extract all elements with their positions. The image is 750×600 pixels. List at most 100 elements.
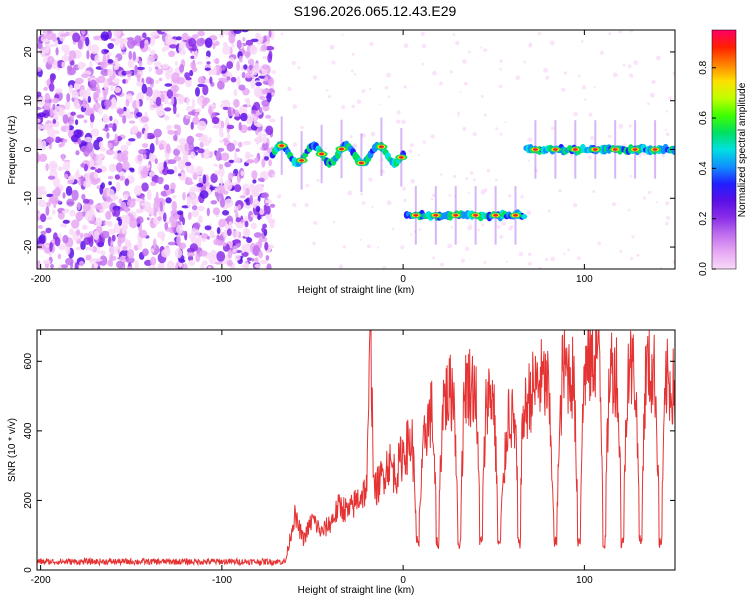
noise-cell xyxy=(269,118,276,123)
noise-cell xyxy=(148,66,152,72)
noise-cell xyxy=(107,142,113,149)
noise-cell xyxy=(45,136,54,144)
track-cell xyxy=(319,152,325,156)
noise-cell xyxy=(263,204,268,211)
noise-cell xyxy=(232,239,241,244)
noise-cell xyxy=(469,223,472,226)
noise-cell xyxy=(212,42,216,50)
noise-cell xyxy=(262,223,267,229)
noise-cell xyxy=(96,249,101,254)
noise-cell xyxy=(563,71,568,75)
noise-cell xyxy=(45,43,50,54)
noise-cell xyxy=(220,177,224,186)
track-cell xyxy=(358,161,364,165)
noise-cell xyxy=(83,119,88,124)
noise-cell xyxy=(439,262,445,267)
noise-cell xyxy=(107,175,114,180)
noise-cell xyxy=(199,190,209,199)
noise-cell xyxy=(176,224,184,234)
noise-cell xyxy=(136,208,142,213)
noise-cell xyxy=(255,183,263,191)
noise-cell xyxy=(130,111,134,115)
noise-cell xyxy=(157,176,164,185)
noise-cell xyxy=(167,125,172,130)
noise-cell xyxy=(618,123,624,129)
noise-cell xyxy=(622,63,626,67)
noise-cell xyxy=(190,210,200,218)
noise-cell xyxy=(114,57,119,67)
noise-cell xyxy=(113,208,121,218)
colorbar-tick-label: 0.8 xyxy=(698,60,709,74)
noise-cell xyxy=(41,140,47,150)
noise-cell xyxy=(246,154,255,158)
noise-cell xyxy=(94,54,100,64)
noise-cell xyxy=(142,143,149,148)
noise-cell xyxy=(185,181,194,185)
noise-cell xyxy=(239,195,246,199)
noise-cell xyxy=(588,112,593,117)
noise-cell xyxy=(527,252,532,257)
noise-cell xyxy=(41,35,47,39)
noise-cell xyxy=(127,37,134,41)
noise-cell xyxy=(649,92,655,98)
noise-cell xyxy=(119,255,128,264)
noise-cell xyxy=(38,234,46,245)
noise-cell xyxy=(96,97,105,101)
noise-cell xyxy=(204,37,213,48)
noise-cell xyxy=(106,132,110,139)
noise-cell xyxy=(297,66,301,70)
noise-cell xyxy=(157,164,164,171)
noise-cell xyxy=(417,154,420,157)
noise-cell xyxy=(81,73,90,78)
noise-cell xyxy=(115,181,121,192)
noise-cell xyxy=(82,97,87,109)
snr-series-line xyxy=(37,330,675,567)
noise-cell xyxy=(242,186,246,197)
track-cell xyxy=(378,145,384,148)
noise-cell xyxy=(178,43,185,55)
noise-cell xyxy=(189,69,194,77)
noise-cell xyxy=(483,48,488,52)
noise-cell xyxy=(244,50,251,59)
noise-cell xyxy=(81,193,86,200)
noise-cell xyxy=(439,173,443,176)
noise-cell xyxy=(150,256,157,266)
noise-cell xyxy=(205,56,209,60)
noise-cell xyxy=(197,83,205,88)
noise-cell xyxy=(84,136,93,143)
noise-cell xyxy=(193,146,200,150)
noise-cell xyxy=(46,193,54,198)
noise-cell xyxy=(248,64,254,69)
noise-cell xyxy=(48,83,55,92)
noise-cell xyxy=(97,107,103,115)
noise-cell xyxy=(236,39,242,49)
x-tick-label: -100 xyxy=(212,274,232,285)
noise-cell xyxy=(71,219,80,229)
noise-cell xyxy=(47,175,56,180)
noise-cell xyxy=(37,124,43,130)
noise-cell xyxy=(214,261,223,265)
noise-cell xyxy=(312,75,318,80)
noise-cell xyxy=(218,218,226,228)
noise-cell xyxy=(567,248,570,252)
noise-cell xyxy=(499,59,503,63)
noise-cell xyxy=(77,39,83,50)
noise-cell xyxy=(244,98,249,103)
noise-cell xyxy=(486,168,491,173)
noise-cell xyxy=(572,203,578,208)
noise-cell xyxy=(164,45,170,51)
noise-cell xyxy=(185,106,194,112)
noise-cell xyxy=(89,79,97,88)
noise-cell xyxy=(105,149,115,156)
noise-cell xyxy=(463,81,468,86)
noise-cell xyxy=(210,200,218,205)
noise-cell xyxy=(242,37,246,42)
noise-cell xyxy=(178,259,186,263)
snr-y-label: SNR (10 * v/v) xyxy=(7,418,18,482)
noise-cell xyxy=(418,228,422,231)
noise-cell xyxy=(175,112,180,118)
noise-cell xyxy=(465,246,469,251)
noise-cell xyxy=(65,257,74,266)
noise-cell xyxy=(367,244,371,249)
noise-cell xyxy=(515,75,521,80)
